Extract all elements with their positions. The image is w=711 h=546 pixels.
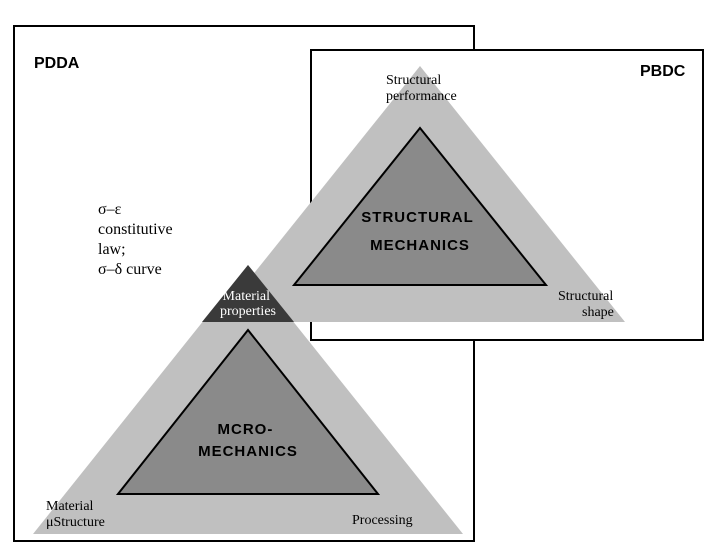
diagram-svg: PDDA PBDC Structural performance Structu… bbox=[0, 0, 711, 546]
processing-label: Processing bbox=[352, 513, 413, 528]
pbdc-label: PBDC bbox=[640, 63, 686, 80]
material-properties-label: Material properties bbox=[220, 289, 276, 319]
material-ustruct-label: Material μStructure bbox=[46, 499, 105, 530]
pdda-label: PDDA bbox=[34, 55, 80, 72]
